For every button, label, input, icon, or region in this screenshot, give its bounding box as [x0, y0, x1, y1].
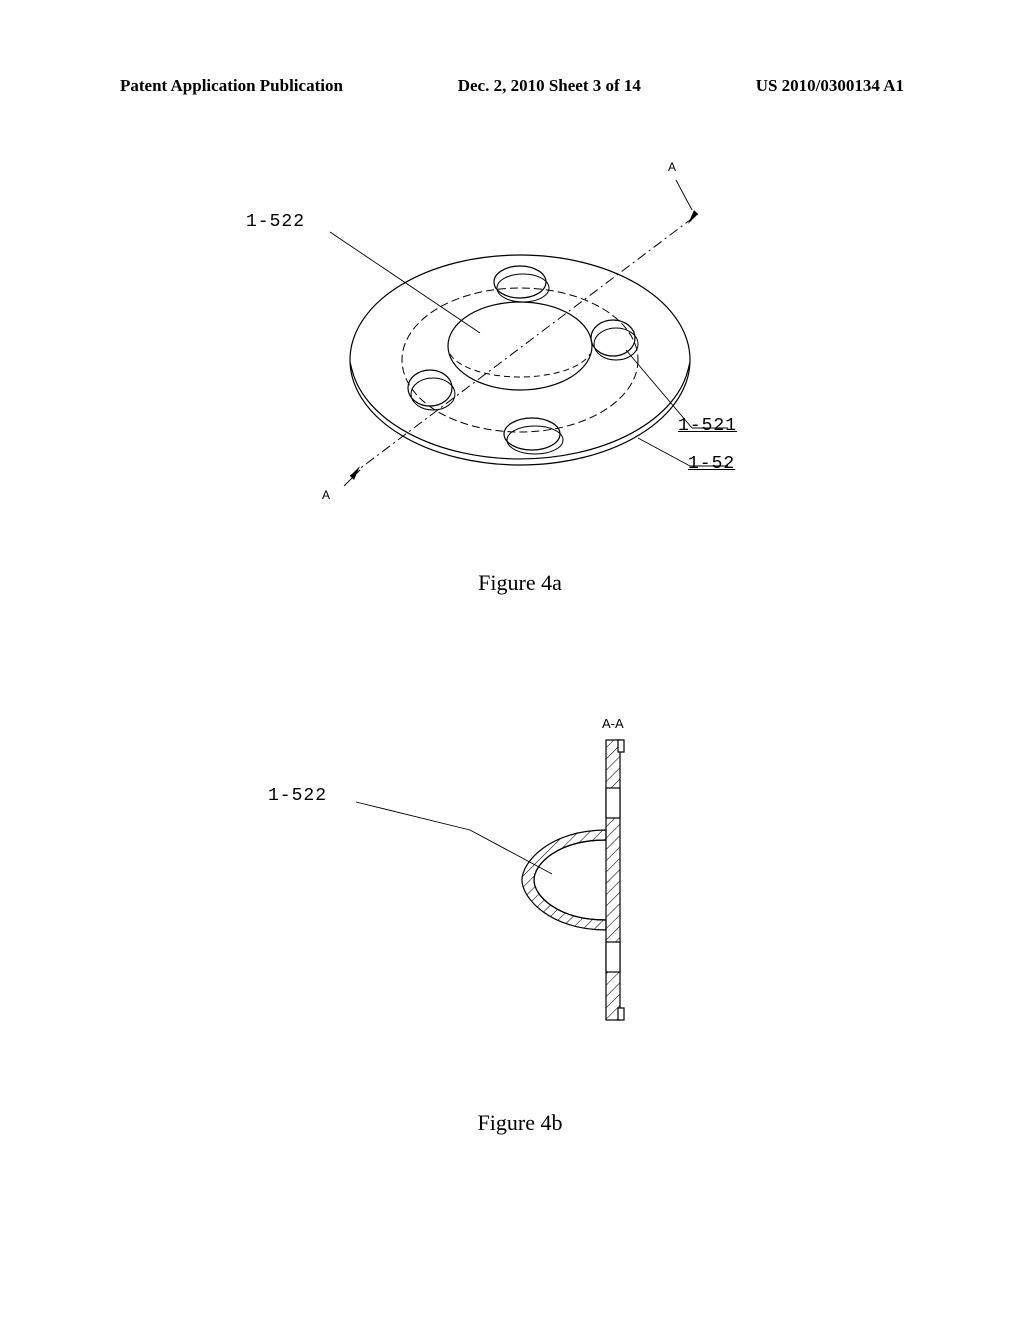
ref-1-522-fig4a: 1-522 [246, 212, 305, 232]
figure-4b-drawing [300, 680, 700, 1080]
header-right: US 2010/0300134 A1 [756, 76, 904, 96]
figure-4b-caption: Figure 4b [420, 1110, 620, 1136]
ref-1-521: 1-521 [678, 416, 737, 436]
page-header: Patent Application Publication Dec. 2, 2… [0, 76, 1024, 96]
header-left: Patent Application Publication [120, 76, 343, 96]
figure-4a-caption: Figure 4a [420, 570, 620, 596]
figure-4a-drawing [260, 140, 740, 540]
section-label-a-bottom: A [322, 488, 330, 502]
figure-4a: A A 1-522 1-521 1-52 [260, 140, 740, 540]
header-center: Dec. 2, 2010 Sheet 3 of 14 [458, 76, 641, 96]
section-label-a-top: A [668, 160, 676, 174]
ref-1-52: 1-52 [688, 454, 735, 474]
figure-4b: A-A 1-522 [300, 680, 700, 1080]
ref-1-522-fig4b: 1-522 [268, 786, 327, 806]
section-heading-aa: A-A [602, 716, 624, 731]
